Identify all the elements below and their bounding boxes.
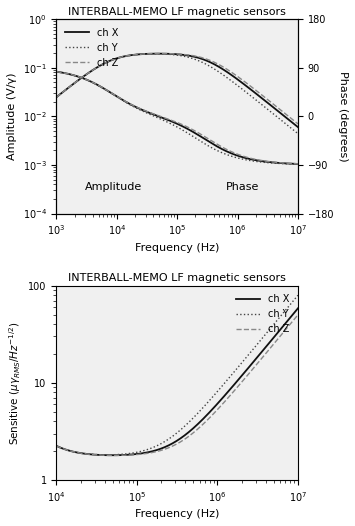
Line: ch Y: ch Y bbox=[56, 54, 298, 134]
Title: INTERBALL-MEMO LF magnetic sensors: INTERBALL-MEMO LF magnetic sensors bbox=[68, 7, 286, 17]
ch Z bbox=[172, 442, 176, 449]
ch Z bbox=[172, 50, 176, 57]
ch X bbox=[165, 50, 170, 57]
ch Y bbox=[172, 52, 176, 58]
ch X bbox=[245, 83, 249, 89]
ch X bbox=[67, 447, 71, 453]
ch Z bbox=[289, 115, 293, 122]
X-axis label: Frequency (Hz): Frequency (Hz) bbox=[135, 242, 219, 252]
Text: Phase: Phase bbox=[225, 182, 259, 192]
Text: Amplitude: Amplitude bbox=[86, 182, 143, 192]
ch Z bbox=[296, 312, 300, 318]
Line: ch X: ch X bbox=[56, 308, 298, 455]
ch Z bbox=[165, 445, 170, 451]
ch X bbox=[165, 443, 170, 449]
ch Y bbox=[296, 130, 300, 137]
Line: ch Z: ch Z bbox=[56, 315, 298, 456]
ch Y bbox=[289, 300, 293, 307]
ch Y bbox=[67, 84, 71, 90]
ch Z bbox=[296, 120, 300, 127]
Y-axis label: Phase (degrees): Phase (degrees) bbox=[338, 71, 348, 161]
ch Z bbox=[113, 452, 117, 459]
ch Y bbox=[296, 292, 300, 298]
ch Z bbox=[289, 320, 293, 327]
ch Y bbox=[289, 125, 293, 132]
Title: INTERBALL-MEMO LF magnetic sensors: INTERBALL-MEMO LF magnetic sensors bbox=[68, 274, 286, 284]
Y-axis label: Amplitude (V/γ): Amplitude (V/γ) bbox=[7, 73, 17, 160]
ch Y bbox=[104, 452, 109, 458]
ch Y bbox=[54, 443, 59, 449]
ch X bbox=[172, 439, 176, 446]
Line: ch X: ch X bbox=[56, 54, 298, 127]
ch X bbox=[289, 313, 293, 320]
ch Y bbox=[245, 89, 249, 96]
Line: ch Z: ch Z bbox=[56, 54, 298, 124]
ch Y bbox=[54, 94, 59, 100]
ch Y bbox=[172, 432, 176, 438]
X-axis label: Frequency (Hz): Frequency (Hz) bbox=[135, 509, 219, 519]
ch Y bbox=[67, 447, 71, 453]
ch Z bbox=[289, 320, 293, 326]
Legend: ch X, ch Y, ch Z: ch X, ch Y, ch Z bbox=[232, 290, 293, 338]
ch Y bbox=[289, 125, 293, 131]
ch X bbox=[54, 443, 59, 449]
ch Y bbox=[289, 300, 293, 307]
ch X bbox=[289, 118, 293, 125]
ch X bbox=[172, 51, 176, 57]
ch Z bbox=[245, 373, 249, 379]
ch Y bbox=[245, 354, 249, 360]
ch X bbox=[245, 367, 249, 373]
ch X bbox=[67, 84, 71, 90]
ch Z bbox=[158, 50, 163, 57]
ch Z bbox=[54, 94, 59, 100]
ch Z bbox=[67, 84, 71, 90]
ch X bbox=[289, 118, 293, 125]
ch X bbox=[296, 124, 300, 130]
Line: ch Y: ch Y bbox=[56, 295, 298, 455]
ch Y bbox=[152, 50, 157, 57]
ch X bbox=[110, 452, 114, 458]
ch Z bbox=[67, 448, 71, 454]
ch Z bbox=[165, 50, 170, 57]
ch Z bbox=[289, 115, 293, 122]
ch X bbox=[54, 94, 59, 100]
ch X bbox=[296, 305, 300, 311]
ch X bbox=[157, 50, 161, 57]
Legend: ch X, ch Y, ch Z: ch X, ch Y, ch Z bbox=[61, 24, 122, 72]
ch Z bbox=[54, 443, 59, 449]
ch Z bbox=[245, 80, 249, 86]
ch X bbox=[289, 313, 293, 320]
Y-axis label: Sensitive ($\mu\gamma_{RMS}/Hz^{-1/2}$): Sensitive ($\mu\gamma_{RMS}/Hz^{-1/2}$) bbox=[7, 321, 23, 444]
ch Y bbox=[165, 437, 170, 443]
ch Y bbox=[165, 51, 170, 57]
